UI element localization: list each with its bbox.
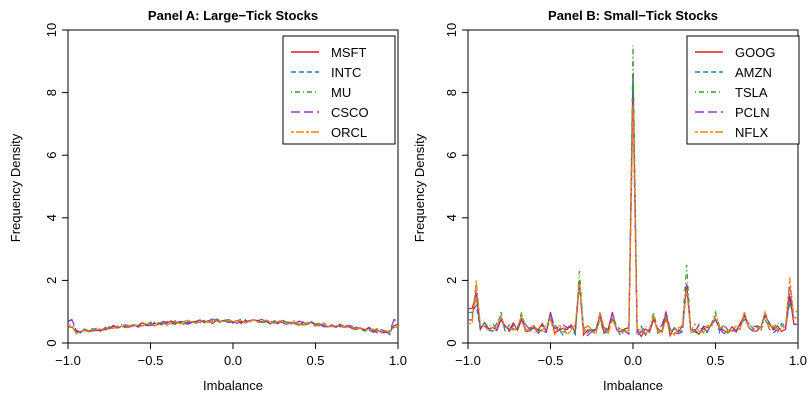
panel-b-series-line-pcln	[468, 98, 798, 339]
panel-a: Panel A: Large−Tick Stocks Imbalance Fre…	[8, 8, 407, 393]
panel-a-y-tick-label: 10	[44, 23, 59, 37]
panel-a-y-tick-label: 0	[44, 339, 59, 346]
panel-b-x-tick-label: 1.0	[789, 353, 807, 368]
panel-a-series-line-mu	[67, 318, 399, 334]
panel-b: Panel B: Small−Tick Stocks Imbalance Fre…	[412, 8, 807, 393]
panel-a-x-tick-label: 0.5	[306, 353, 324, 368]
panel-b-x-tick-label: 0.0	[624, 353, 642, 368]
panel-a-ylabel: Frequency Density	[8, 133, 23, 242]
panel-b-legend-label: TSLA	[735, 85, 768, 100]
panel-a-legend-label: MU	[331, 85, 351, 100]
panel-b-legend-label: AMZN	[735, 65, 772, 80]
panel-b-y-tick-label: 6	[444, 152, 459, 159]
panel-a-xlabel: Imbalance	[203, 378, 263, 393]
panel-b-y-tick-label: 0	[444, 339, 459, 346]
panel-a-y-tick-label: 6	[44, 152, 59, 159]
panel-b-legend	[686, 35, 800, 145]
panel-a-legend-label: CSCO	[331, 105, 369, 120]
panel-a-y-tick-label: 8	[44, 89, 59, 96]
panel-b-xlabel: Imbalance	[603, 378, 663, 393]
panel-b-series-line-nflx	[468, 105, 798, 337]
panel-b-y-tick-label: 8	[444, 89, 459, 96]
panel-a-series-line-orcl	[67, 319, 399, 335]
panel-b-y-tick-label: 4	[444, 214, 459, 221]
panel-a-legend-label: ORCL	[331, 125, 367, 140]
panel-b-legend-label: NFLX	[735, 125, 769, 140]
panel-b-x-tick-label: −0.5	[538, 353, 564, 368]
panel-b-x-tick-label: −1.0	[455, 353, 481, 368]
panel-b-legend-label: GOOG	[735, 45, 775, 60]
panel-a-title: Panel A: Large−Tick Stocks	[148, 8, 318, 23]
panel-a-series-line-csco	[67, 318, 399, 333]
panel-a-x-tick-label: −0.5	[138, 353, 164, 368]
panel-a-legend-label: MSFT	[331, 45, 366, 60]
panel-b-x-tick-label: 0.5	[706, 353, 724, 368]
panel-b-y-tick-label: 2	[444, 277, 459, 284]
panel-a-y-tick-label: 4	[44, 214, 59, 221]
panel-b-legend-label: PCLN	[735, 105, 770, 120]
panel-b-title: Panel B: Small−Tick Stocks	[548, 8, 718, 23]
panel-b-y-tick-label: 10	[444, 23, 459, 37]
panel-a-x-tick-label: −1.0	[55, 353, 81, 368]
panel-b-ylabel: Frequency Density	[412, 133, 427, 242]
panel-a-y-tick-label: 2	[44, 277, 59, 284]
panel-a-x-tick-label: 1.0	[389, 353, 407, 368]
panel-a-legend	[282, 35, 396, 145]
panel-a-legend-label: INTC	[331, 65, 361, 80]
panel-b-series-line-tsla	[468, 45, 798, 336]
panel-a-x-tick-label: 0.0	[224, 353, 242, 368]
